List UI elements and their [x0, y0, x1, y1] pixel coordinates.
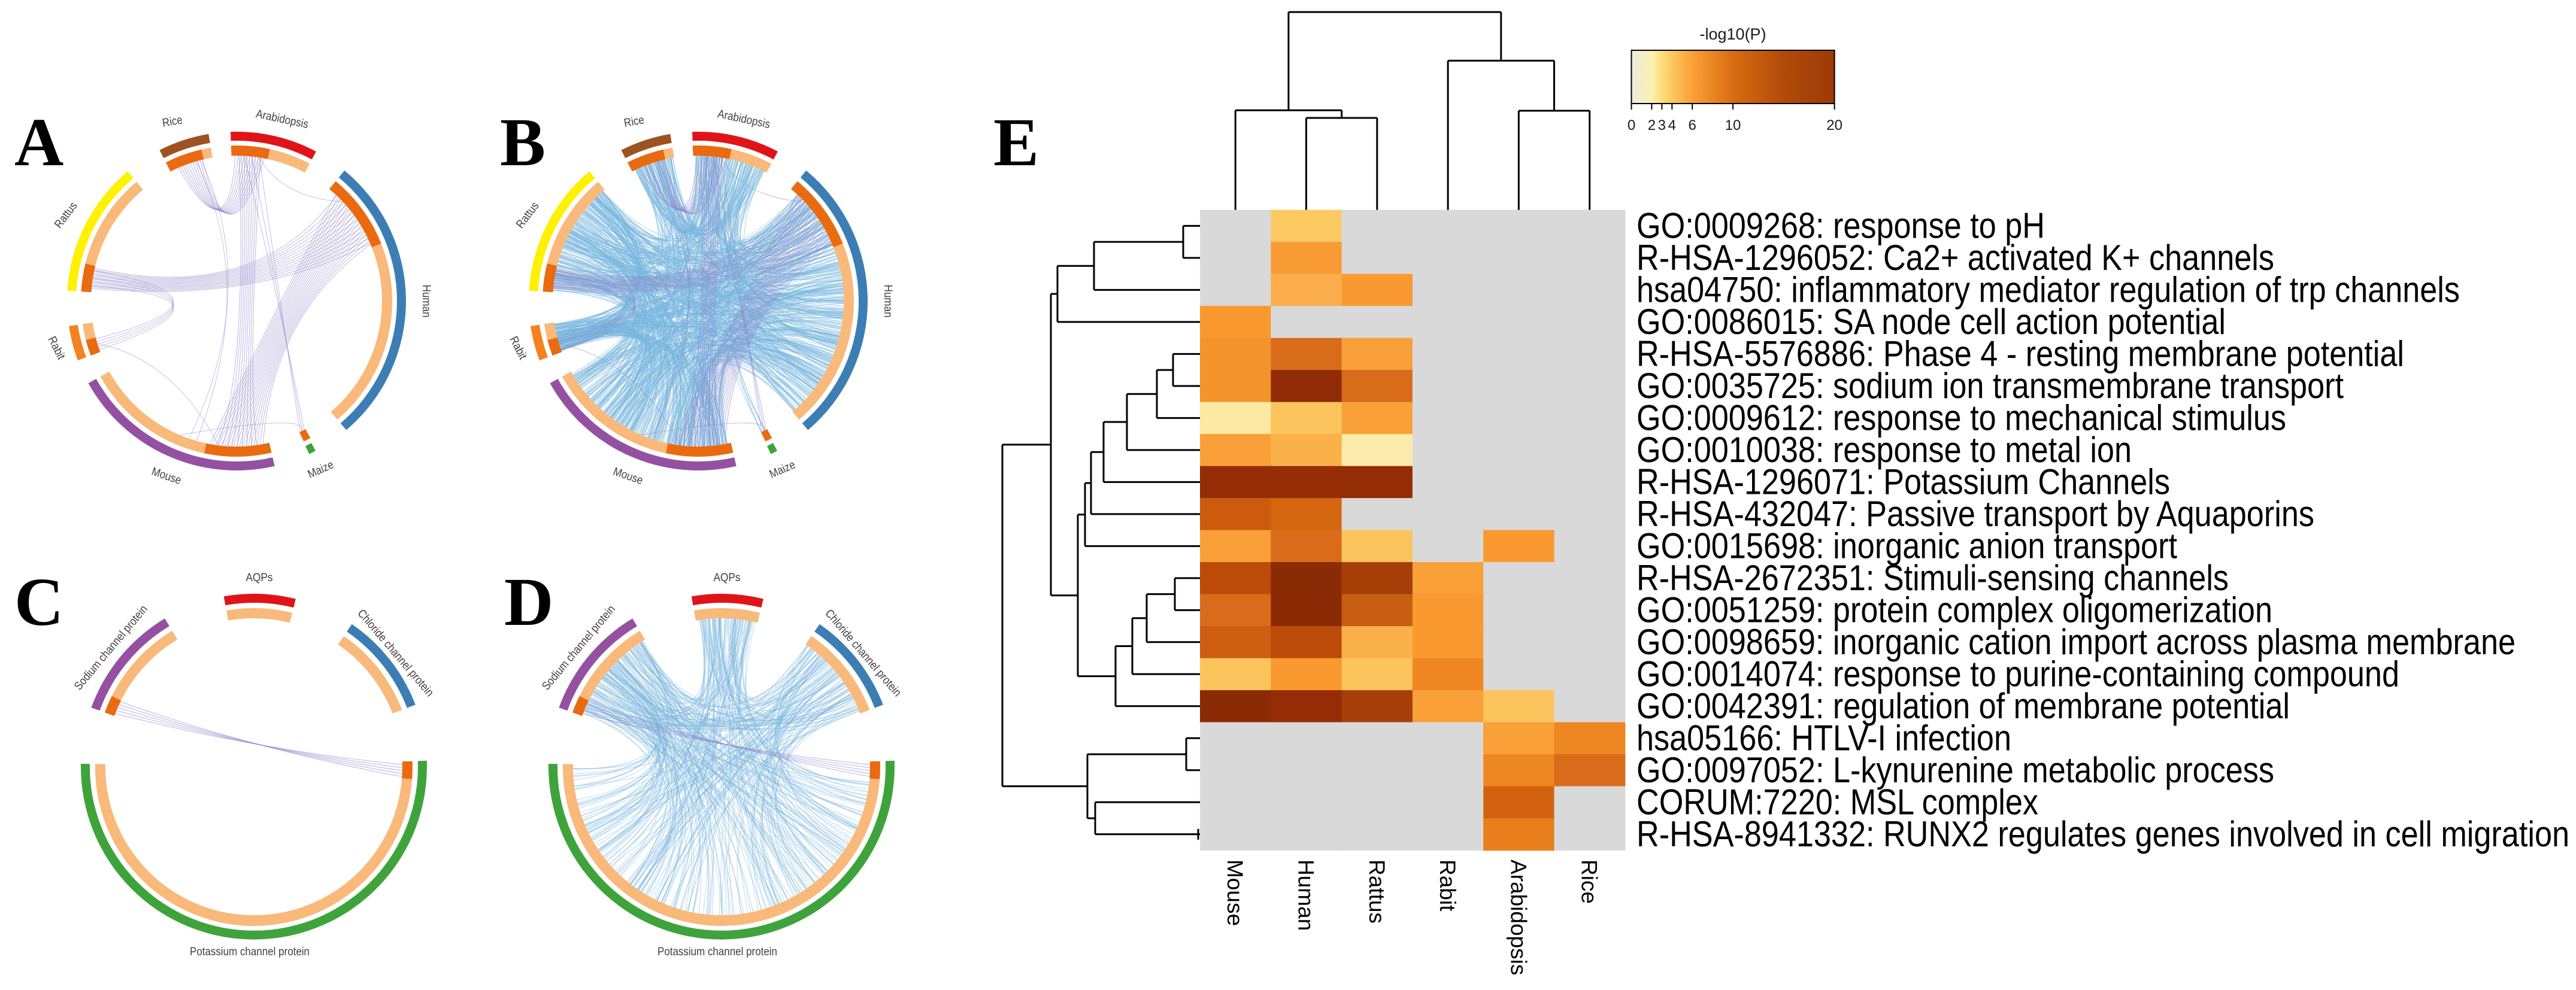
- svg-text:hsa05166: HTLV-I infection: hsa05166: HTLV-I infection: [1636, 718, 2011, 758]
- svg-text:R-HSA-5576886: Phase 4 - resti: R-HSA-5576886: Phase 4 - resting membran…: [1636, 333, 2404, 373]
- svg-text:R-HSA-1296052: Ca2+ activated: R-HSA-1296052: Ca2+ activated K+ channel…: [1636, 238, 2274, 278]
- svg-text:GO:0042391: regulation of memb: GO:0042391: regulation of membrane poten…: [1636, 686, 2290, 726]
- svg-text:GO:0009268: response to pH: GO:0009268: response to pH: [1636, 205, 2045, 245]
- svg-text:AQPs: AQPs: [714, 571, 741, 584]
- svg-text:Human: Human: [1293, 860, 1318, 931]
- svg-text:D: D: [504, 564, 553, 640]
- svg-text:Rice: Rice: [1577, 860, 1602, 904]
- svg-text:R-HSA-1296071: Potassium Chann: R-HSA-1296071: Potassium Channels: [1636, 461, 2170, 502]
- svg-text:B: B: [500, 104, 545, 180]
- svg-text:GO:0035725: sodium ion transme: GO:0035725: sodium ion transmembrane tra…: [1636, 366, 2344, 406]
- svg-text:20: 20: [1826, 117, 1842, 133]
- svg-text:4: 4: [1668, 117, 1676, 133]
- svg-text:GO:0014074: response to purine: GO:0014074: response to purine-containin…: [1636, 654, 2399, 694]
- svg-text:Potassium channel protein: Potassium channel protein: [190, 945, 310, 958]
- svg-text:E: E: [993, 104, 1039, 180]
- svg-text:hsa04750: inflammatory mediato: hsa04750: inflammatory mediator regulati…: [1636, 269, 2460, 309]
- svg-text:GO:0010038: response to metal: GO:0010038: response to metal ion: [1636, 430, 2132, 470]
- svg-text:Mouse: Mouse: [1223, 860, 1247, 926]
- svg-text:2: 2: [1648, 117, 1656, 133]
- svg-text:AQPs: AQPs: [246, 571, 273, 584]
- svg-text:GO:0015698: inorganic anion tr: GO:0015698: inorganic anion transport: [1636, 526, 2177, 566]
- svg-text:GO:0051259: protein complex ol: GO:0051259: protein complex oligomerizat…: [1636, 590, 2272, 630]
- svg-text:Rattus: Rattus: [1365, 860, 1389, 924]
- svg-text:Potassium channel protein: Potassium channel protein: [657, 945, 777, 958]
- svg-text:R-HSA-8941332: RUNX2 regulates: R-HSA-8941332: RUNX2 regulates genes inv…: [1636, 814, 2569, 854]
- svg-text:R-HSA-432047: Passive transpor: R-HSA-432047: Passive transport by Aquap…: [1636, 494, 2314, 534]
- svg-text:6: 6: [1689, 117, 1696, 133]
- svg-text:CORUM:7220: MSL complex: CORUM:7220: MSL complex: [1636, 782, 2038, 822]
- svg-text:3: 3: [1658, 117, 1666, 133]
- svg-text:A: A: [14, 104, 63, 180]
- svg-text:GO:0097052: L-kynurenine metab: GO:0097052: L-kynurenine metabolic proce…: [1636, 750, 2274, 790]
- svg-text:Rabit: Rabit: [1435, 860, 1460, 912]
- svg-text:-log10(P): -log10(P): [1700, 25, 1766, 43]
- svg-text:10: 10: [1725, 117, 1741, 133]
- svg-text:GO:0086015: SA node cell actio: GO:0086015: SA node cell action potentia…: [1636, 302, 2226, 342]
- svg-text:Human: Human: [881, 285, 895, 318]
- svg-text:Arabidopsis: Arabidopsis: [1506, 860, 1531, 975]
- svg-text:R-HSA-2672351: Stimuli-sensing: R-HSA-2672351: Stimuli-sensing channels: [1636, 558, 2229, 598]
- svg-text:GO:0009612: response to mechan: GO:0009612: response to mechanical stimu…: [1636, 397, 2286, 438]
- svg-text:0: 0: [1628, 117, 1635, 133]
- svg-text:C: C: [14, 564, 63, 640]
- svg-text:GO:0098659: inorganic cation i: GO:0098659: inorganic cation import acro…: [1636, 622, 2516, 662]
- svg-text:Human: Human: [420, 285, 433, 318]
